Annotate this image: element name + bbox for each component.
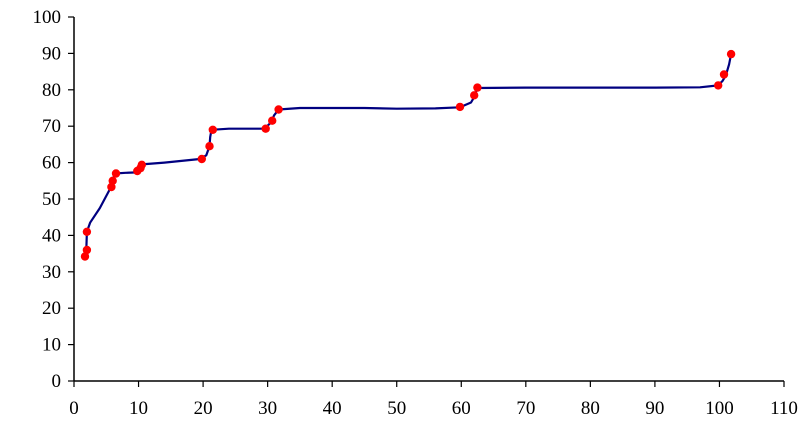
data-point (137, 160, 146, 169)
x-tick-label: 40 (323, 398, 342, 419)
data-point (274, 105, 283, 114)
data-point (714, 81, 723, 90)
plot-area (80, 49, 736, 261)
data-point (261, 124, 270, 133)
x-tick-label: 30 (258, 398, 277, 419)
y-tick-label: 0 (52, 371, 62, 392)
y-tick-label: 10 (42, 335, 61, 356)
y-tick-label: 60 (42, 153, 61, 174)
data-point (455, 102, 465, 112)
data-point (80, 252, 90, 261)
x-tick-label: 80 (581, 398, 600, 419)
x-tick-label: 20 (194, 398, 213, 419)
axes (73, 17, 784, 382)
data-point (719, 70, 729, 79)
data-point (82, 245, 92, 255)
x-tick-label: 50 (387, 398, 406, 419)
y-tick-label: 50 (42, 189, 61, 210)
data-point (197, 154, 206, 164)
y-tick-label: 100 (33, 7, 62, 28)
x-tick-label: 10 (129, 398, 148, 419)
data-point (473, 83, 482, 92)
x-axis-ticks: 0 10 20 30 40 50 60 70 80 90 100 110 (69, 381, 798, 419)
x-tick-label: 90 (645, 398, 664, 419)
x-tick-label: 60 (452, 398, 471, 419)
y-axis-ticks: 0 10 20 30 40 50 60 70 80 90 100 (33, 7, 74, 392)
data-point (82, 227, 92, 236)
x-tick-label: 100 (705, 398, 734, 419)
y-tick-label: 80 (42, 80, 61, 101)
data-point (108, 176, 117, 185)
data-point (726, 49, 736, 59)
y-tick-label: 20 (42, 298, 61, 319)
data-point (268, 116, 277, 125)
data-point (205, 142, 214, 151)
y-tick-label: 30 (42, 262, 61, 283)
data-point (111, 169, 121, 178)
y-tick-label: 40 (42, 225, 61, 246)
series-line (84, 53, 733, 257)
x-tick-label: 0 (69, 398, 79, 419)
x-tick-label: 70 (516, 398, 535, 419)
y-tick-label: 70 (42, 116, 61, 137)
data-point (470, 91, 479, 100)
y-tick-label: 90 (42, 43, 61, 64)
data-point (208, 125, 217, 134)
x-tick-label: 110 (770, 398, 798, 419)
